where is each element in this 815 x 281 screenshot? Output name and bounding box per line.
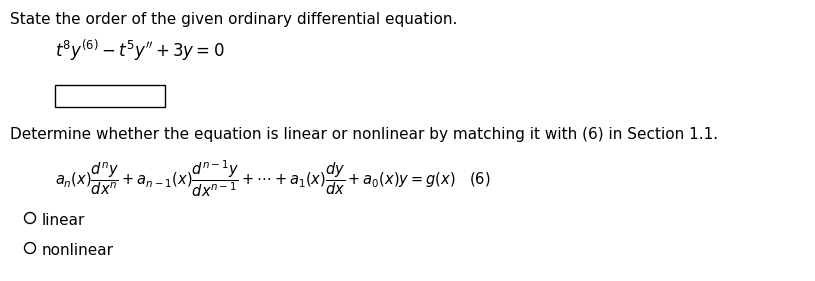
Text: $t^8y^{(6)} - t^5y'' + 3y = 0$: $t^8y^{(6)} - t^5y'' + 3y = 0$ <box>55 38 225 63</box>
Bar <box>55 85 165 107</box>
Text: Determine whether the equation is linear or nonlinear by matching it with (6) in: Determine whether the equation is linear… <box>10 127 718 142</box>
Text: nonlinear: nonlinear <box>42 243 114 258</box>
Text: linear: linear <box>42 213 86 228</box>
Text: State the order of the given ordinary differential equation.: State the order of the given ordinary di… <box>10 12 457 27</box>
Text: $a_n(x)\dfrac{d^ny}{dx^n} + a_{n-1}(x)\dfrac{d^{n-1}y}{dx^{n-1}} + \cdots + a_1(: $a_n(x)\dfrac{d^ny}{dx^n} + a_{n-1}(x)\d… <box>55 158 491 199</box>
